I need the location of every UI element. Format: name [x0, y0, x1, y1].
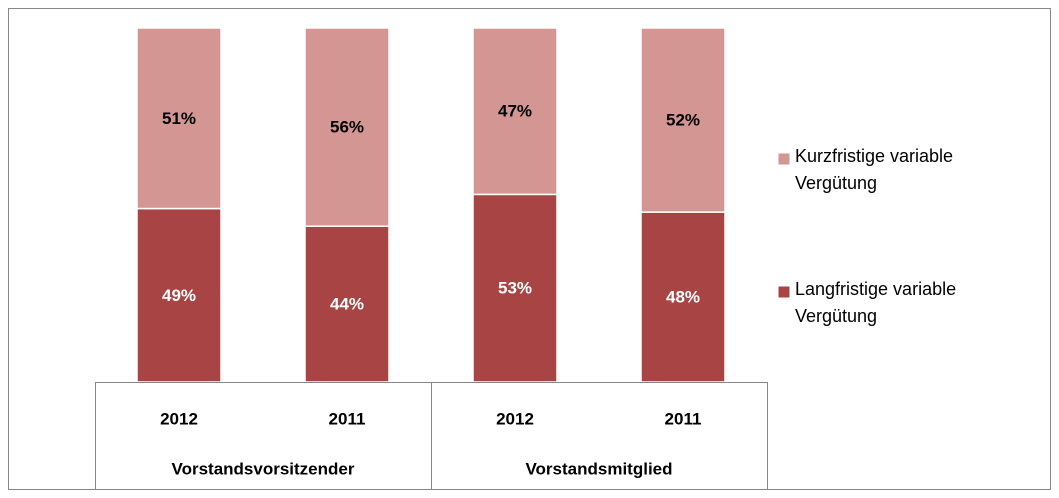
data-label: 48%: [666, 288, 700, 307]
bar-segment: [472, 27, 558, 196]
bar-segment: [136, 207, 222, 383]
data-label: 49%: [162, 286, 196, 305]
group-label: Vorstandsvorsitzender: [172, 459, 355, 478]
legend-label: Kurzfristige variable Vergütung: [795, 146, 954, 193]
bar-segment: [640, 211, 726, 383]
legend-swatch: [777, 285, 791, 299]
data-label: 52%: [666, 111, 700, 130]
data-label: 47%: [498, 102, 532, 121]
legend-label: Langfristige variable Vergütung: [795, 279, 957, 326]
group-label: Vorstandsmitglied: [525, 459, 672, 478]
x-tick-label: 2011: [329, 409, 366, 428]
bar-segment: [640, 27, 726, 213]
x-tick-label: 2012: [160, 409, 198, 428]
x-tick-label: 2011: [665, 409, 702, 428]
x-tick-label: 2012: [496, 409, 534, 428]
bar-segment: [304, 225, 390, 383]
data-label: 44%: [330, 295, 364, 314]
legend-swatch: [777, 152, 791, 166]
data-label: 56%: [330, 118, 364, 137]
data-label: 53%: [498, 279, 532, 298]
bar-segment: [472, 193, 558, 383]
data-label: 51%: [162, 109, 196, 128]
bar-segment: [136, 27, 222, 210]
bar-segment: [304, 27, 390, 227]
